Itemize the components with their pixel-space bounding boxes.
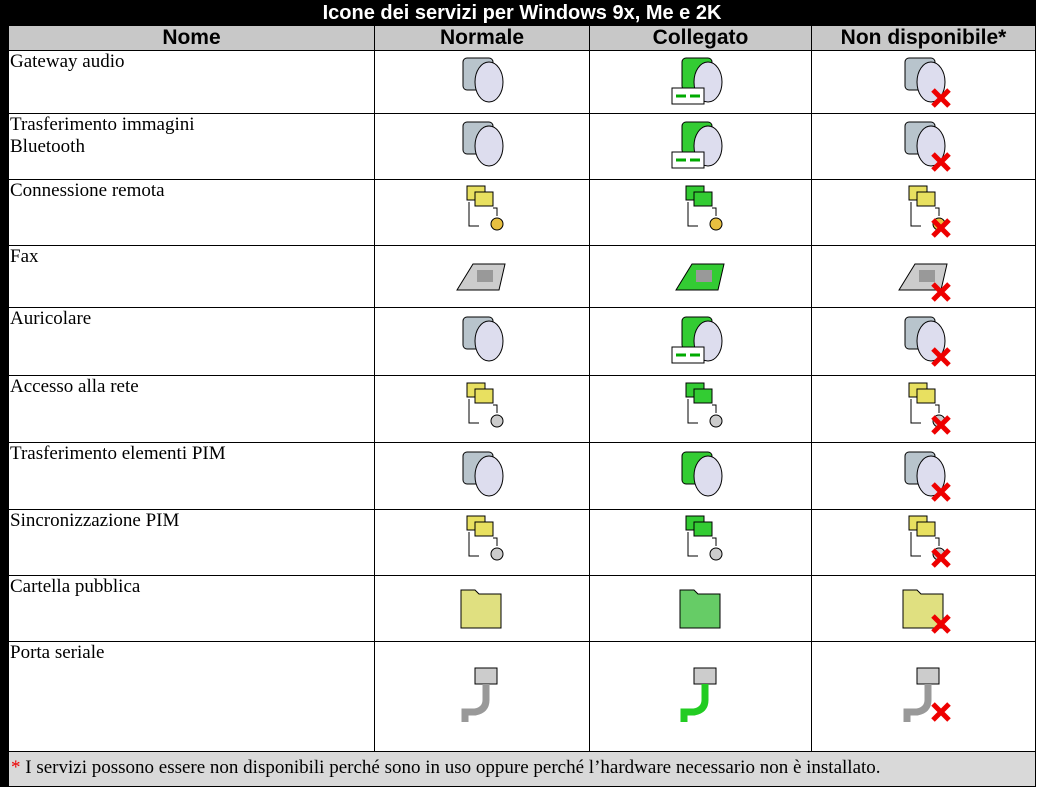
- service-name: Trasferimento immagini Bluetooth: [8, 113, 375, 180]
- icon-cell: [589, 375, 812, 443]
- service-name: Cartella pubblica: [8, 575, 375, 642]
- icon-cell: [589, 179, 812, 246]
- service-icon: [680, 667, 716, 722]
- service-icon: [461, 667, 498, 722]
- table-row: Sincronizzazione PIM: [8, 509, 1037, 576]
- icon-cell: [374, 113, 590, 180]
- column-header: Collegato: [589, 25, 812, 51]
- service-icon: [908, 515, 951, 568]
- column-header: Normale: [374, 25, 590, 51]
- footnote: * I servizi possono essere non disponibi…: [7, 751, 1037, 787]
- service-icon: [685, 185, 722, 231]
- service-name: Fax: [8, 245, 375, 308]
- icon-cell: [810, 50, 1037, 114]
- service-icon: [903, 667, 951, 722]
- icon-cell: [374, 179, 590, 246]
- footnote-marker: *: [11, 757, 21, 778]
- service-name: Sincronizzazione PIM: [8, 509, 375, 576]
- icon-cell: [810, 375, 1037, 443]
- page: Icone dei servizi per Windows 9x, Me e 2…: [0, 0, 1037, 787]
- service-icon: [466, 185, 504, 231]
- icon-cell: [374, 245, 590, 308]
- icon-cell: [810, 113, 1037, 180]
- icon-cell: [810, 575, 1037, 642]
- table-row: Porta seriale: [8, 641, 1037, 752]
- table-row: Gateway audio: [8, 50, 1037, 114]
- icon-cell: [589, 307, 812, 376]
- icon-cell: [810, 442, 1037, 510]
- table-row: Trasferimento immagini Bluetooth: [8, 113, 1037, 180]
- service-icon: [671, 57, 722, 104]
- table-row: Auricolare: [8, 307, 1037, 376]
- icon-cell: [810, 641, 1037, 752]
- service-name: Trasferimento elementi PIM: [8, 442, 375, 510]
- service-icon: [460, 589, 502, 629]
- service-icon: [685, 382, 722, 427]
- icon-cell: [589, 641, 812, 752]
- icon-cell: [589, 245, 812, 308]
- service-icon: [685, 515, 722, 561]
- icon-cell: [374, 509, 590, 576]
- service-name: Accesso alla rete: [8, 375, 375, 443]
- service-icon: [902, 589, 951, 634]
- service-icon: [674, 263, 725, 291]
- services-table: Icone dei servizi per Windows 9x, Me e 2…: [7, 0, 1037, 787]
- icon-cell: [589, 509, 812, 576]
- service-icon: [671, 316, 722, 364]
- service-icon: [904, 451, 951, 502]
- service-icon: [456, 263, 506, 291]
- icon-cell: [810, 179, 1037, 246]
- service-name: Porta seriale: [8, 641, 375, 752]
- column-header: Non disponibile*: [810, 25, 1037, 51]
- service-icon: [466, 515, 504, 561]
- icon-cell: [589, 442, 812, 510]
- icon-cell: [374, 641, 590, 752]
- icon-cell: [374, 50, 590, 114]
- column-header: Nome: [8, 25, 375, 51]
- service-name: Auricolare: [8, 307, 375, 376]
- icon-cell: [589, 575, 812, 642]
- service-icon: [681, 451, 722, 496]
- table-row: Accesso alla rete: [8, 375, 1037, 443]
- icon-cell: [810, 245, 1037, 308]
- icon-cell: [374, 307, 590, 376]
- icon-cell: [810, 509, 1037, 576]
- service-icon: [462, 121, 504, 167]
- icon-cell: [589, 50, 812, 114]
- service-icon: [897, 263, 951, 302]
- footnote-text: I servizi possono essere non disponibili…: [20, 757, 881, 778]
- service-icon: [671, 121, 722, 169]
- service-icon: [904, 316, 951, 367]
- service-icon: [462, 316, 504, 362]
- table-row: Connessione remota: [8, 179, 1037, 246]
- icon-cell: [589, 113, 812, 180]
- service-icon: [908, 382, 951, 435]
- service-icon: [904, 121, 951, 172]
- table-row: Trasferimento elementi PIM: [8, 442, 1037, 510]
- service-icon: [908, 185, 951, 238]
- icon-cell: [374, 375, 590, 443]
- service-icon: [466, 382, 504, 427]
- service-name: Connessione remota: [8, 179, 375, 246]
- service-icon: [462, 57, 504, 102]
- service-name: Gateway audio: [8, 50, 375, 114]
- table-title: Icone dei servizi per Windows 9x, Me e 2…: [7, 0, 1037, 26]
- service-icon: [904, 57, 951, 108]
- icon-cell: [810, 307, 1037, 376]
- icon-cell: [374, 575, 590, 642]
- table-row: Fax: [8, 245, 1037, 308]
- service-icon: [679, 589, 720, 629]
- icon-cell: [374, 442, 590, 510]
- service-icon: [462, 451, 504, 496]
- table-row: Cartella pubblica: [8, 575, 1037, 642]
